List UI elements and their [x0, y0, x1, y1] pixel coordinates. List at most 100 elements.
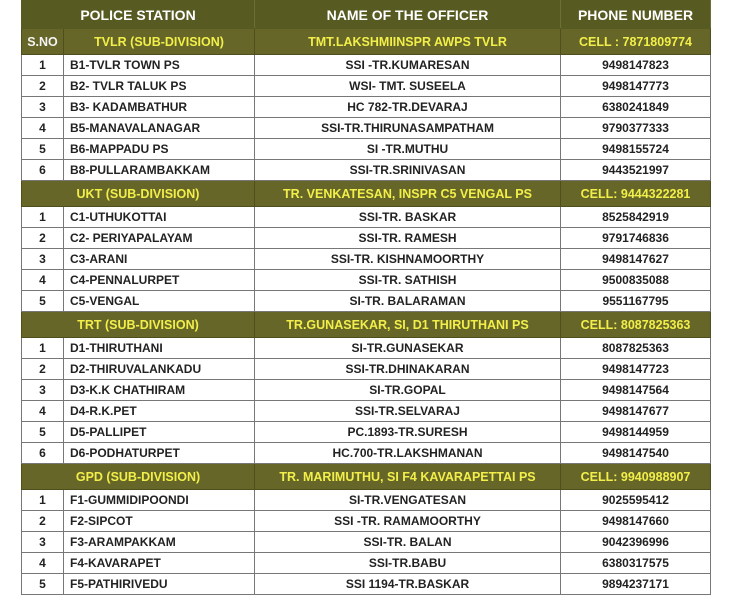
table-row: 6 D6-PODHATURPET HC.700-TR.LAKSHMANAN 94981… [21, 442, 711, 464]
serial-number: 6 [21, 159, 64, 181]
table-row: 2 F2-SIPCOT SSI -TR. RAMAMOORTHY 9498147660 [21, 510, 711, 532]
officer-name: SSI-TR.SRINIVASAN [254, 159, 561, 181]
table-row: 6 B8-PULLARAMBAKKAM SSI-TR.SRINIVASAN 94435… [21, 159, 711, 181]
serial-number: 2 [21, 75, 64, 97]
officer-name: SI-TR.VENGATESAN [254, 489, 561, 511]
serial-number: 2 [21, 358, 64, 380]
phone-number: 9025595412 [560, 489, 711, 511]
subdivision-cell: CELL: 9940988907 [560, 463, 711, 490]
officer-name: SSI-TR. BASKAR [254, 206, 561, 228]
phone-number: 9498147773 [560, 75, 711, 97]
subdivision-name: TRT (SUB-DIVISION) [21, 311, 255, 338]
table-row: 1 B1-TVLR TOWN PS SSI -TR.KUMARESAN 9498147… [21, 54, 711, 76]
officer-name: SSI-TR.DHINAKARAN [254, 358, 561, 380]
serial-number: 5 [21, 573, 64, 595]
officer-name: SI -TR.MUTHU [254, 138, 561, 160]
phone-number: 9042396996 [560, 531, 711, 553]
serial-number: 4 [21, 269, 64, 291]
police-station: B2- TVLR TALUK PS [63, 75, 255, 97]
table-row: 5 C5-VENGAL SI-TR. BALARAMAN 9551167795 [21, 290, 711, 312]
officer-name: SSI-TR. KISHNAMOORTHY [254, 248, 561, 270]
phone-number: 8525842919 [560, 206, 711, 228]
officer-name: SSI-TR. SATHISH [254, 269, 561, 291]
police-station: F5-PATHIRIVEDU [63, 573, 255, 595]
subdivision-head-officer: TMT.LAKSHMIINSPR AWPS TVLR [254, 28, 561, 55]
serial-number: 3 [21, 96, 64, 118]
officer-name: SI-TR. BALARAMAN [254, 290, 561, 312]
police-station: C1-UTHUKOTTAI [63, 206, 255, 228]
officer-name: HC.700-TR.LAKSHMANAN [254, 442, 561, 464]
subdivision-cell: CELL : 7871809774 [560, 28, 711, 55]
phone-number: 9894237171 [560, 573, 711, 595]
officer-name: SSI-TR.THIRUNASAMPATHAM [254, 117, 561, 139]
officer-name: SSI-TR. BALAN [254, 531, 561, 553]
police-station: C5-VENGAL [63, 290, 255, 312]
table-body: POLICE STATION NAME OF THE OFFICER PHONE… [21, 0, 711, 595]
officer-name: SI-TR.GUNASEKAR [254, 337, 561, 359]
header-phone: PHONE NUMBER [560, 0, 711, 29]
police-station: F3-ARAMPAKKAM [63, 531, 255, 553]
police-station: C4-PENNALURPET [63, 269, 255, 291]
phone-number: 9498147564 [560, 379, 711, 401]
police-station: F1-GUMMIDIPOONDI [63, 489, 255, 511]
serial-number: 5 [21, 421, 64, 443]
police-station: B1-TVLR TOWN PS [63, 54, 255, 76]
serial-number: 3 [21, 248, 64, 270]
table-row: 4 B5-MANAVALANAGAR SSI-TR.THIRUNASAMPATHAM… [21, 117, 711, 139]
subdivision-row: S.NO TVLR (SUB-DIVISION) TMT.LAKSHMIINSPR … [21, 28, 711, 55]
phone-number: 9498144959 [560, 421, 711, 443]
serial-number: 6 [21, 442, 64, 464]
police-station: D4-R.K.PET [63, 400, 255, 422]
table-row: 5 D5-PALLIPET PC.1893-TR.SURESH 9498144959 [21, 421, 711, 443]
police-station: F4-KAVARAPET [63, 552, 255, 574]
officer-name: SSI -TR. RAMAMOORTHY [254, 510, 561, 532]
serial-number: 1 [21, 54, 64, 76]
table-row: 3 C3-ARANI SSI-TR. KISHNAMOORTHY 9498147627 [21, 248, 711, 270]
police-station: D5-PALLIPET [63, 421, 255, 443]
table-row: 2 C2- PERIYAPALAYAM SSI-TR. RAMESH 97917468… [21, 227, 711, 249]
officer-name: SSI-TR.BABU [254, 552, 561, 574]
police-station: B5-MANAVALANAGAR [63, 117, 255, 139]
table-row: 4 F4-KAVARAPET SSI-TR.BABU 6380317575 [21, 552, 711, 574]
officer-name: PC.1893-TR.SURESH [254, 421, 561, 443]
police-station: B8-PULLARAMBAKKAM [63, 159, 255, 181]
police-contact-table: POLICE STATION NAME OF THE OFFICER PHONE… [21, 0, 711, 595]
police-station: F2-SIPCOT [63, 510, 255, 532]
phone-number: 9498147823 [560, 54, 711, 76]
subdivision-row: UKT (SUB-DIVISION) TR. VENKATESAN, INSPR … [21, 180, 711, 207]
officer-name: SSI 1194-TR.BASKAR [254, 573, 561, 595]
phone-number: 9791746836 [560, 227, 711, 249]
table-row: 3 D3-K.K CHATHIRAM SI-TR.GOPAL 9498147564 [21, 379, 711, 401]
phone-number: 8087825363 [560, 337, 711, 359]
officer-name: SSI -TR.KUMARESAN [254, 54, 561, 76]
table-row: 1 F1-GUMMIDIPOONDI SI-TR.VENGATESAN 9025595… [21, 489, 711, 511]
serial-number: 4 [21, 117, 64, 139]
phone-number: 9551167795 [560, 290, 711, 312]
subdivision-cell: CELL: 8087825363 [560, 311, 711, 338]
serial-number: 3 [21, 531, 64, 553]
police-station: C3-ARANI [63, 248, 255, 270]
serial-number: 1 [21, 489, 64, 511]
phone-number: 9790377333 [560, 117, 711, 139]
phone-number: 9500835088 [560, 269, 711, 291]
police-station: B6-MAPPADU PS [63, 138, 255, 160]
police-station: D2-THIRUVALANKADU [63, 358, 255, 380]
header-officer: NAME OF THE OFFICER [254, 0, 561, 29]
police-station: D6-PODHATURPET [63, 442, 255, 464]
header-police-station: POLICE STATION [21, 0, 255, 29]
serial-number: 1 [21, 206, 64, 228]
phone-number: 9498155724 [560, 138, 711, 160]
officer-name: SSI-TR. RAMESH [254, 227, 561, 249]
serial-number: 5 [21, 138, 64, 160]
table-row: 5 B6-MAPPADU PS SI -TR.MUTHU 9498155724 [21, 138, 711, 160]
police-station: D1-THIRUTHANI [63, 337, 255, 359]
table-row: 2 D2-THIRUVALANKADU SSI-TR.DHINAKARAN 94981… [21, 358, 711, 380]
phone-number: 9498147540 [560, 442, 711, 464]
table-row: 3 F3-ARAMPAKKAM SSI-TR. BALAN 9042396996 [21, 531, 711, 553]
officer-name: SI-TR.GOPAL [254, 379, 561, 401]
phone-number: 6380317575 [560, 552, 711, 574]
table-row: 1 D1-THIRUTHANI SI-TR.GUNASEKAR 8087825363 [21, 337, 711, 359]
subdivision-name: TVLR (SUB-DIVISION) [63, 28, 255, 55]
serial-number: 3 [21, 379, 64, 401]
serial-number: 5 [21, 290, 64, 312]
